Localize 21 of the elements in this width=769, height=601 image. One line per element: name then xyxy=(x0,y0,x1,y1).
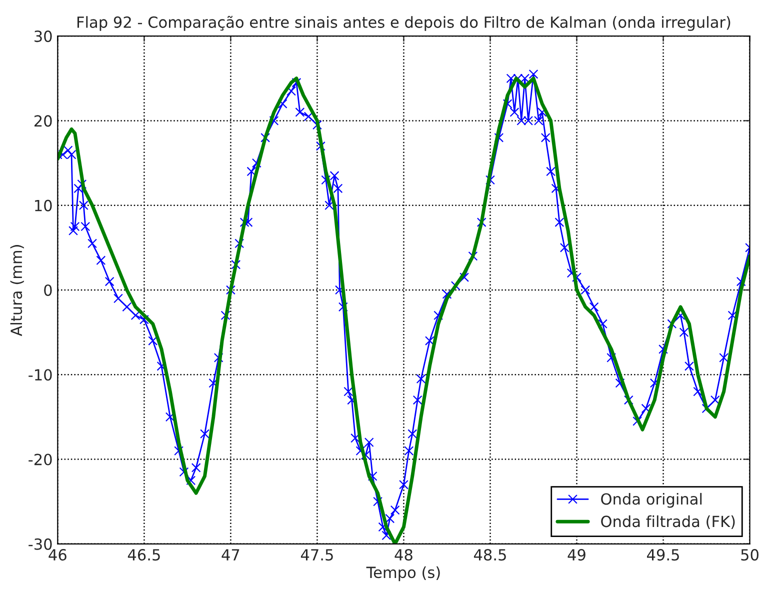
x-tick-label: 48.5 xyxy=(474,549,506,561)
legend-label: Onda filtrada (FK) xyxy=(601,515,735,529)
y-tick-label: 20 xyxy=(34,115,52,127)
y-axis-title: Altura (mm) xyxy=(10,245,24,336)
x-tick-label: 46 xyxy=(48,549,66,561)
x-tick-label: 49 xyxy=(568,549,586,561)
y-tick-label: 30 xyxy=(34,30,52,42)
y-tick-label: -10 xyxy=(28,369,52,381)
x-tick-label: 47 xyxy=(222,549,240,560)
x-tick-label: 46.5 xyxy=(128,549,160,561)
x-axis-title: Tempo (s) xyxy=(366,566,440,582)
legend-label: Onda original xyxy=(601,492,702,508)
y-tick-label: -30 xyxy=(28,538,52,550)
x-tick-label: 47.5 xyxy=(300,549,333,561)
x-tick-label: 50 xyxy=(741,549,758,561)
y-tick-label: -20 xyxy=(28,454,52,466)
x-tick-label: 48 xyxy=(394,549,412,561)
y-tick-label: 0 xyxy=(44,284,52,296)
x-tick-label: 49.5 xyxy=(647,549,679,561)
y-tick-label: 10 xyxy=(35,200,52,212)
chart-title: Flap 92 - Comparação entre sinais antes e depois do Filtro de Kalman (onda irregular) xyxy=(77,16,730,31)
